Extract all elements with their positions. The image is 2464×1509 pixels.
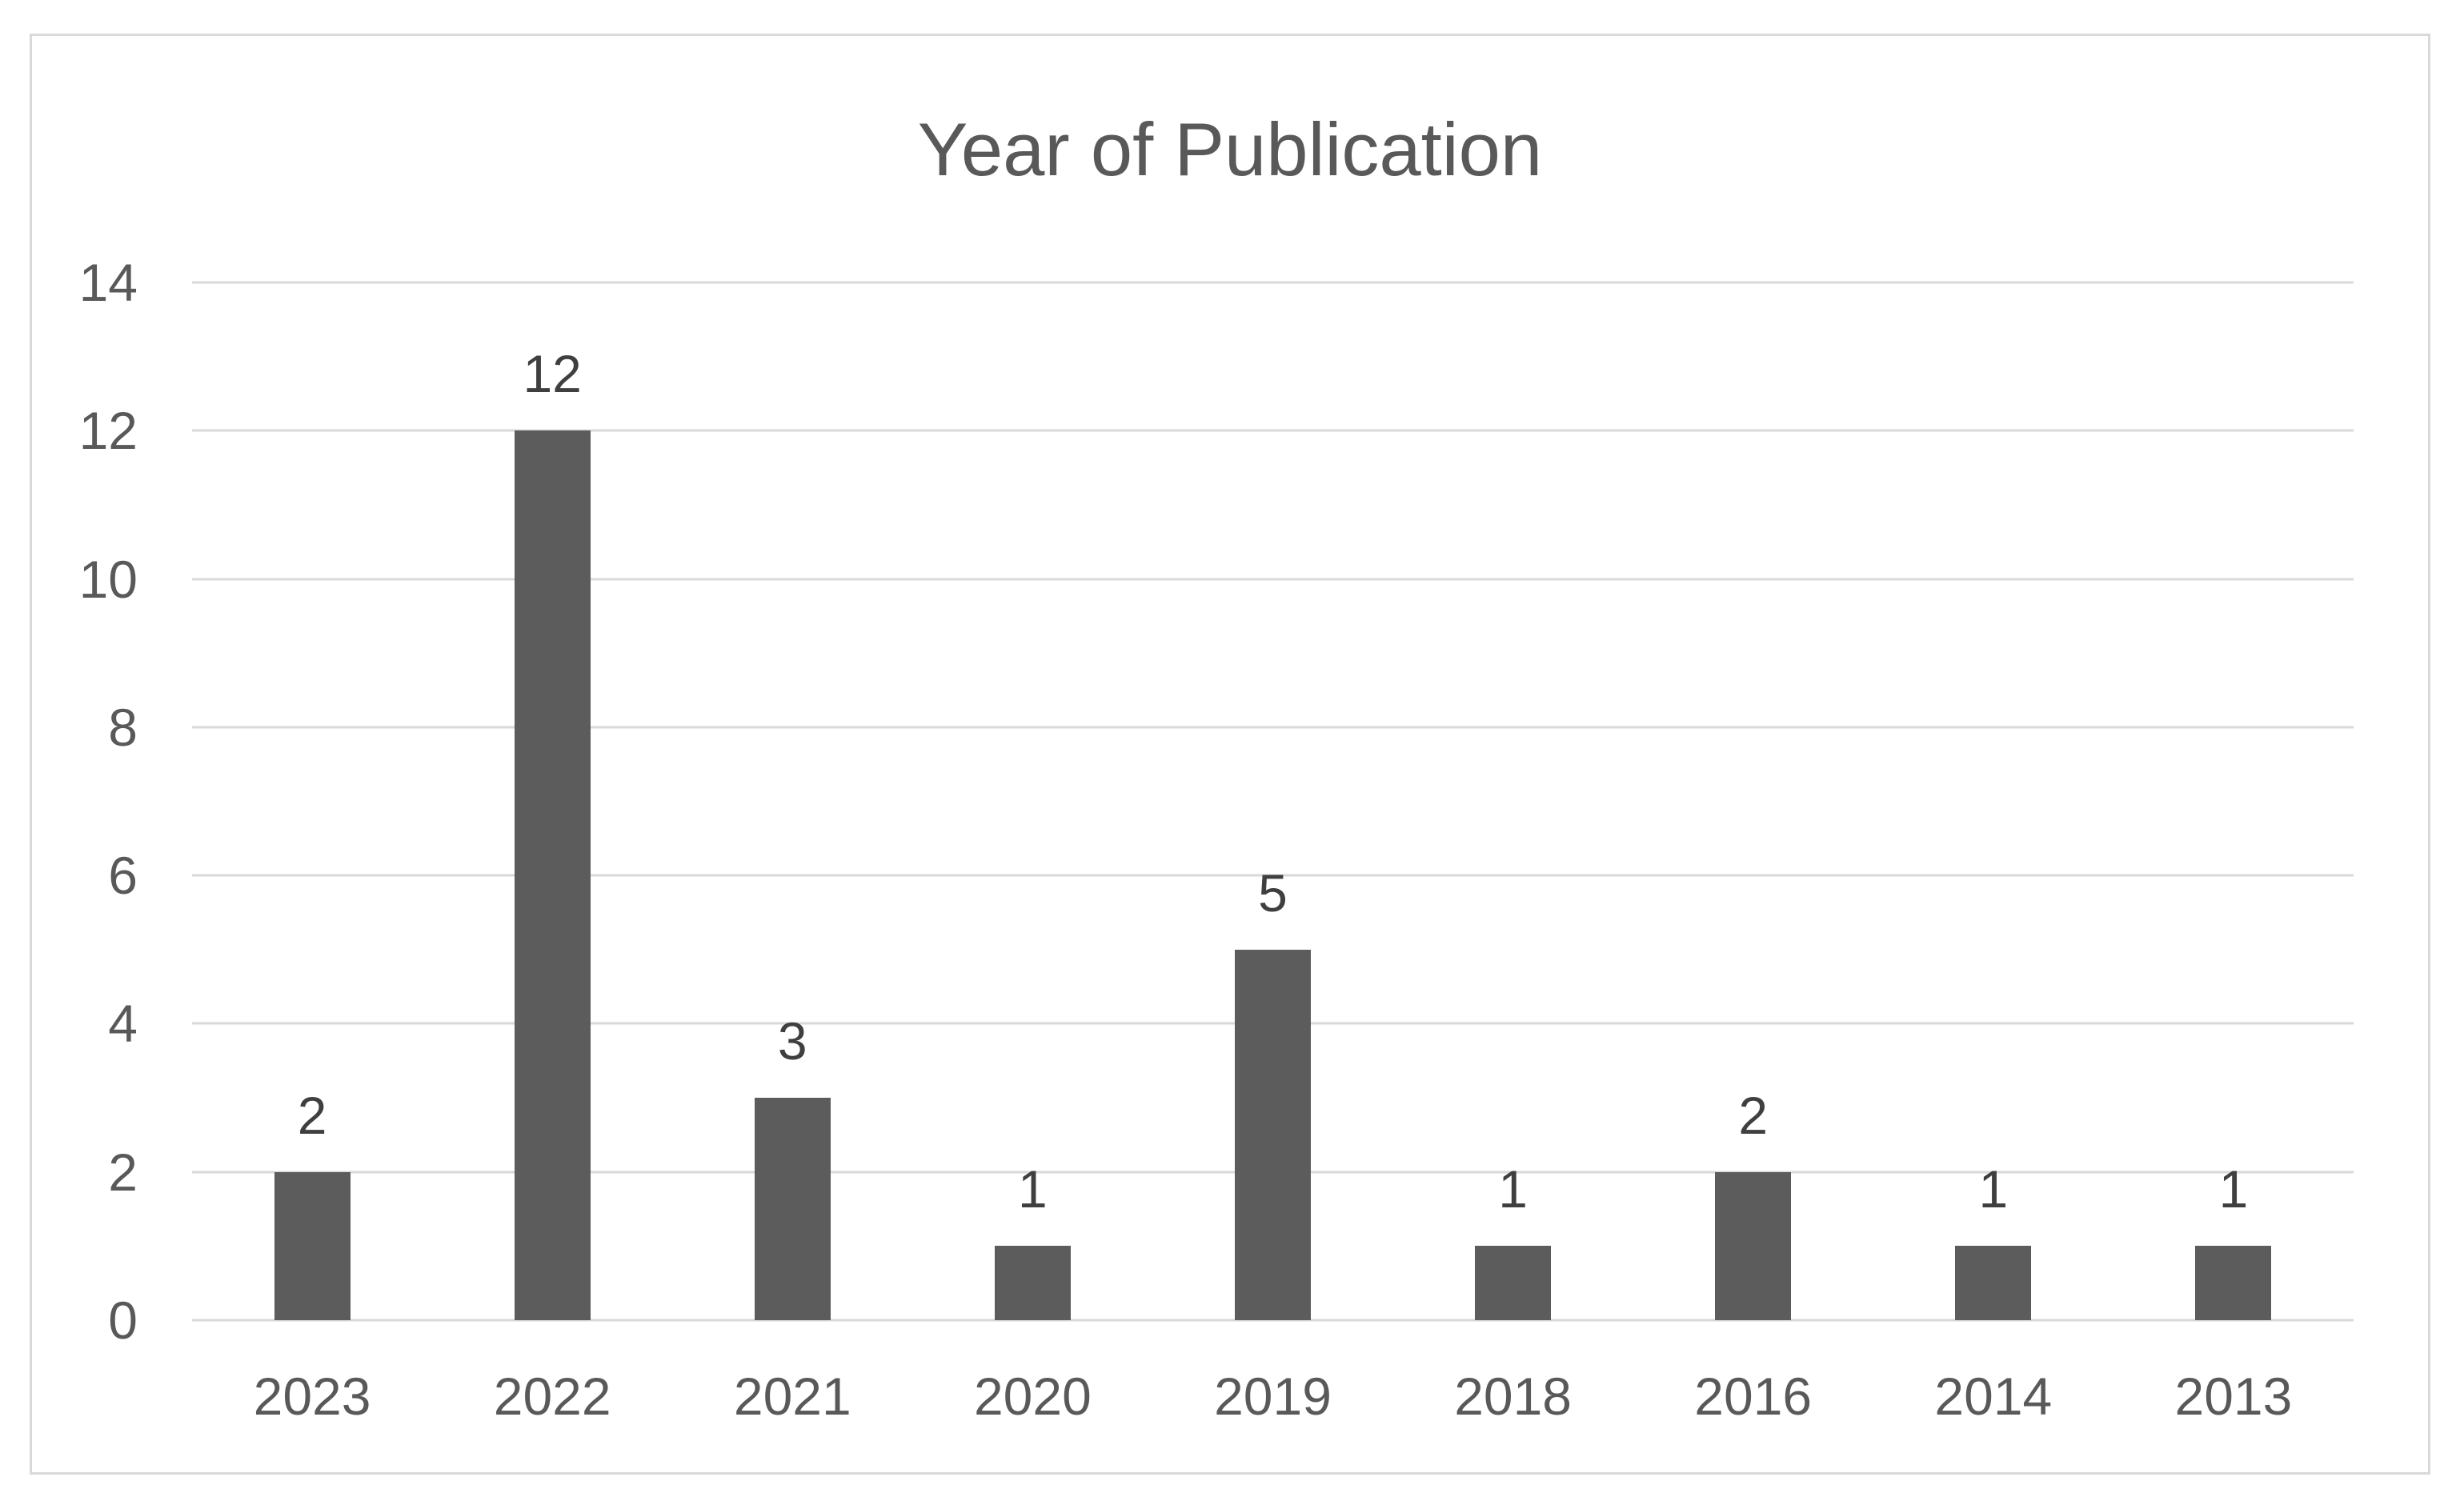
- plot-area: 0 2 4 6 8 10 12 14 2 12 3 1 5 1 2 1 1 2023 2022 2021 2020 2…: [79, 256, 2354, 1426]
- gridline-y-10: [192, 578, 2354, 581]
- y-tick-label-12: 12: [78, 401, 138, 461]
- data-label-2013: 1: [2218, 1159, 2249, 1219]
- y-tick-label-4: 4: [108, 994, 138, 1054]
- bar-2016: [1715, 1171, 1792, 1320]
- x-tick-label-2022: 2022: [493, 1367, 611, 1426]
- x-tick-label-2016: 2016: [1694, 1367, 1813, 1426]
- data-label-2022: 12: [523, 344, 582, 404]
- bar-slot-2016: 2: [1633, 282, 1873, 1320]
- bar-2018: [1475, 1246, 1552, 1320]
- bar-series: 2 12 3 1 5 1 2 1 1: [192, 282, 2354, 1320]
- bar-slot-2023: 2: [192, 282, 432, 1320]
- data-label-2018: 1: [1498, 1159, 1528, 1219]
- data-label-2019: 5: [1258, 863, 1288, 923]
- data-label-2021: 3: [777, 1011, 807, 1071]
- bar-slot-2020: 1: [912, 282, 1152, 1320]
- data-label-2020: 1: [1018, 1159, 1048, 1219]
- x-tick-label-2020: 2020: [973, 1367, 1092, 1426]
- x-tick-label-2018: 2018: [1454, 1367, 1573, 1426]
- data-label-2023: 2: [297, 1085, 327, 1145]
- x-tick-label-2023: 2023: [253, 1367, 371, 1426]
- y-tick-label-8: 8: [108, 697, 138, 757]
- y-tick-label-0: 0: [108, 1291, 138, 1350]
- bar-2022: [514, 430, 591, 1320]
- bar-2023: [274, 1171, 351, 1320]
- x-tick-label-2014: 2014: [1934, 1367, 2053, 1426]
- y-tick-label-6: 6: [108, 846, 138, 906]
- x-tick-label-2019: 2019: [1214, 1367, 1332, 1426]
- bar-2021: [754, 1098, 831, 1320]
- y-tick-label-2: 2: [108, 1142, 138, 1202]
- gridline-y-8: [192, 726, 2354, 729]
- gridline-y-12: [192, 429, 2354, 432]
- bar-slot-2021: 3: [672, 282, 912, 1320]
- bar-2014: [1955, 1246, 2032, 1320]
- bar-2019: [1234, 949, 1311, 1320]
- bar-slot-2013: 1: [2113, 282, 2354, 1320]
- gridline-y-14: [192, 281, 2354, 284]
- gridline-y-0: [192, 1319, 2354, 1322]
- bar-slot-2014: 1: [1873, 282, 2113, 1320]
- bar-slot-2022: 12: [432, 282, 672, 1320]
- bar-slot-2019: 5: [1152, 282, 1392, 1320]
- bar-2013: [2195, 1246, 2272, 1320]
- x-tick-label-2021: 2021: [733, 1367, 851, 1426]
- gridline-y-6: [192, 874, 2354, 877]
- data-label-2016: 2: [1738, 1085, 1769, 1145]
- bar-slot-2018: 1: [1393, 282, 1633, 1320]
- x-tick-label-2013: 2013: [2174, 1367, 2293, 1426]
- chart-frame: Year of Publication 0 2 4 6 8 10 12 14 2 12 3 1 5 1 2…: [30, 34, 2430, 1475]
- y-tick-label-10: 10: [78, 549, 138, 609]
- data-label-2014: 1: [1978, 1159, 2009, 1219]
- chart-title: Year of Publication: [917, 107, 1543, 191]
- bar-2020: [994, 1246, 1071, 1320]
- x-axis-labels: 2023 2022 2021 2020 2019 2018 2016 2014 2013: [192, 1367, 2354, 1427]
- y-tick-label-14: 14: [78, 253, 138, 312]
